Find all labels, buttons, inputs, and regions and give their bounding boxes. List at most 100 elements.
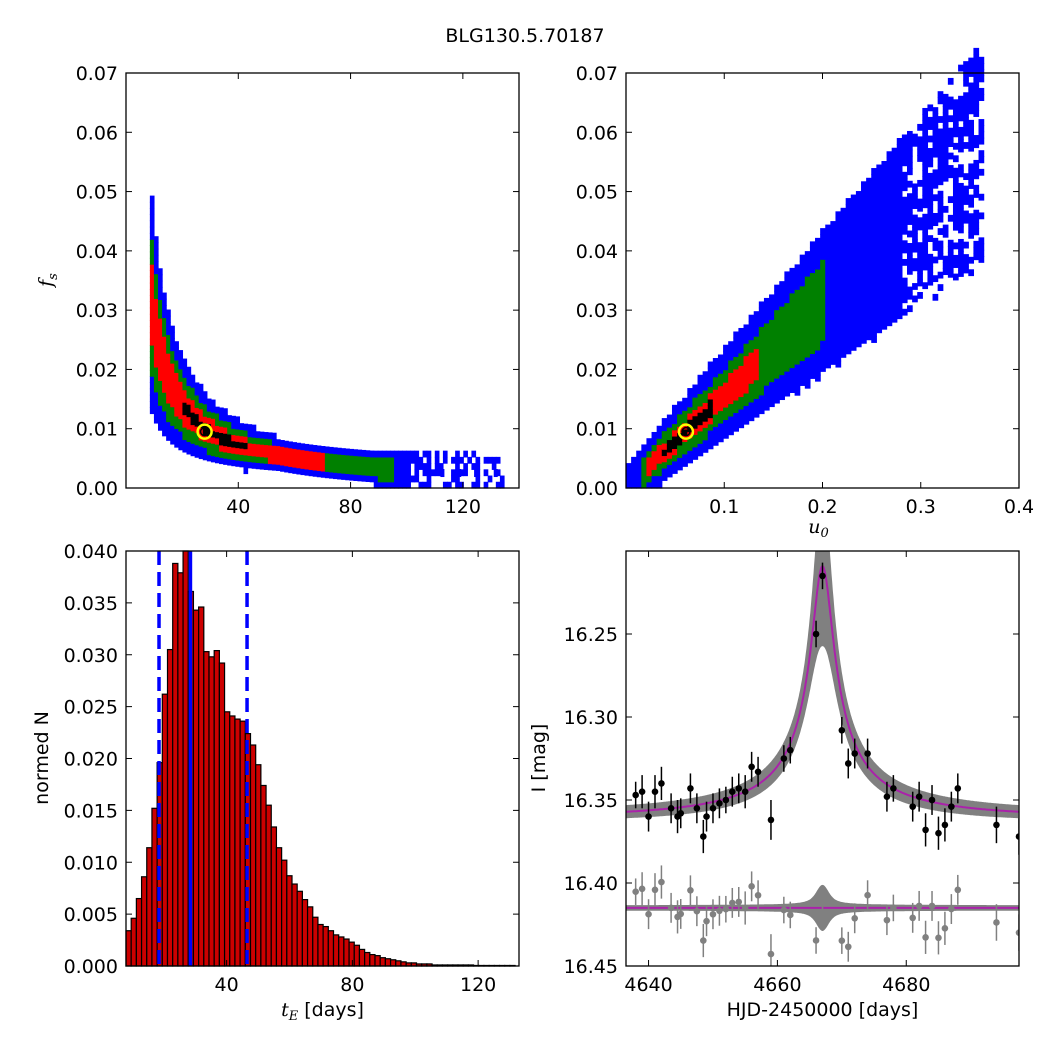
density-cell: [687, 450, 694, 458]
density-cell: [385, 463, 391, 470]
density-cell: [922, 145, 929, 153]
density-cell: [337, 472, 342, 480]
density-cell: [692, 403, 699, 411]
density-cell: [799, 341, 806, 349]
density-cell: [774, 322, 780, 329]
density-cell: [406, 469, 411, 477]
density-cell: [896, 194, 903, 201]
histogram-bar: [255, 764, 262, 967]
density-cell: [855, 203, 862, 211]
residual-point: [864, 891, 871, 899]
density-cell: [973, 110, 980, 117]
density-cell: [320, 452, 326, 460]
density-cell: [958, 263, 964, 271]
density-cell: [271, 432, 277, 440]
density-cell: [158, 274, 163, 282]
density-cell: [871, 280, 877, 287]
density-cell: [738, 365, 745, 373]
density-cell: [901, 246, 908, 254]
density-cell: [377, 475, 383, 483]
density-cell: [162, 410, 167, 418]
density-cell: [912, 195, 918, 203]
density-cell: [666, 445, 673, 453]
density-cell: [149, 201, 155, 209]
density-cell: [968, 169, 975, 177]
density-cell: [702, 439, 709, 447]
density-cell: [840, 245, 847, 252]
residual-point: [922, 934, 929, 941]
density-cell: [743, 324, 750, 332]
density-cell: [799, 372, 806, 380]
x-axis-label: tE [days]: [281, 999, 364, 1024]
density-cell: [901, 196, 908, 204]
density-cell: [896, 225, 903, 232]
density-cell: [214, 412, 220, 420]
density-cell: [958, 257, 964, 265]
y-tick-label: 16.25: [564, 624, 618, 646]
density-cell: [789, 280, 796, 288]
density-cell: [738, 377, 745, 385]
histogram-bar: [312, 916, 319, 967]
density-cell: [835, 354, 842, 362]
density-cell: [952, 186, 959, 194]
density-cell: [809, 328, 816, 336]
density-cell: [958, 201, 964, 209]
density-cell: [666, 414, 673, 422]
density-cell: [850, 343, 857, 351]
density-cell: [779, 380, 785, 388]
density-cell: [789, 336, 796, 344]
density-cell: [840, 313, 847, 321]
density-cell: [968, 213, 975, 221]
density-cell: [166, 415, 171, 423]
data-point: [838, 726, 846, 734]
density-cell: [149, 270, 155, 278]
density-cell: [799, 360, 806, 368]
density-cell: [182, 395, 188, 403]
density-cell: [927, 104, 934, 112]
density-cell: [758, 326, 765, 334]
density-cell: [748, 370, 755, 378]
density-cell: [861, 199, 867, 207]
density-cell: [958, 189, 964, 196]
density-cell: [377, 463, 383, 470]
density-cell: [789, 292, 796, 300]
density-cell: [194, 394, 200, 402]
density-cell: [942, 205, 949, 213]
data-point: [667, 805, 675, 812]
density-cell: [891, 185, 898, 192]
density-cell: [942, 174, 949, 182]
density-cell: [942, 106, 949, 114]
density-cell: [651, 450, 658, 458]
density-cell: [840, 270, 847, 277]
data-point: [709, 805, 717, 812]
density-cell: [206, 398, 212, 406]
density-cell: [434, 456, 440, 464]
density-cell: [661, 467, 668, 475]
density-cell: [631, 463, 637, 470]
density-cell: [288, 453, 293, 461]
density-cell: [866, 184, 872, 191]
density-cell: [723, 419, 729, 427]
density-cell: [937, 172, 944, 179]
density-cell: [259, 444, 265, 451]
density-cell: [288, 441, 293, 449]
density-cell: [774, 384, 780, 392]
density-cell: [912, 258, 918, 265]
density-cell: [840, 276, 847, 284]
density-cell: [381, 463, 387, 470]
density-cell: [809, 241, 816, 249]
density-cell: [891, 272, 898, 280]
density-cell: [239, 423, 245, 430]
density-cell: [227, 421, 232, 429]
density-cell: [840, 226, 847, 234]
density-cell: [296, 455, 302, 463]
best-fit-marker: [677, 423, 695, 440]
density-cell: [677, 407, 683, 415]
density-cell: [809, 260, 816, 267]
density-cell: [697, 418, 704, 426]
density-cell: [820, 327, 826, 335]
data-point: [735, 785, 743, 792]
density-cell: [901, 258, 908, 266]
density-cell: [871, 273, 877, 281]
density-cell: [952, 117, 959, 125]
